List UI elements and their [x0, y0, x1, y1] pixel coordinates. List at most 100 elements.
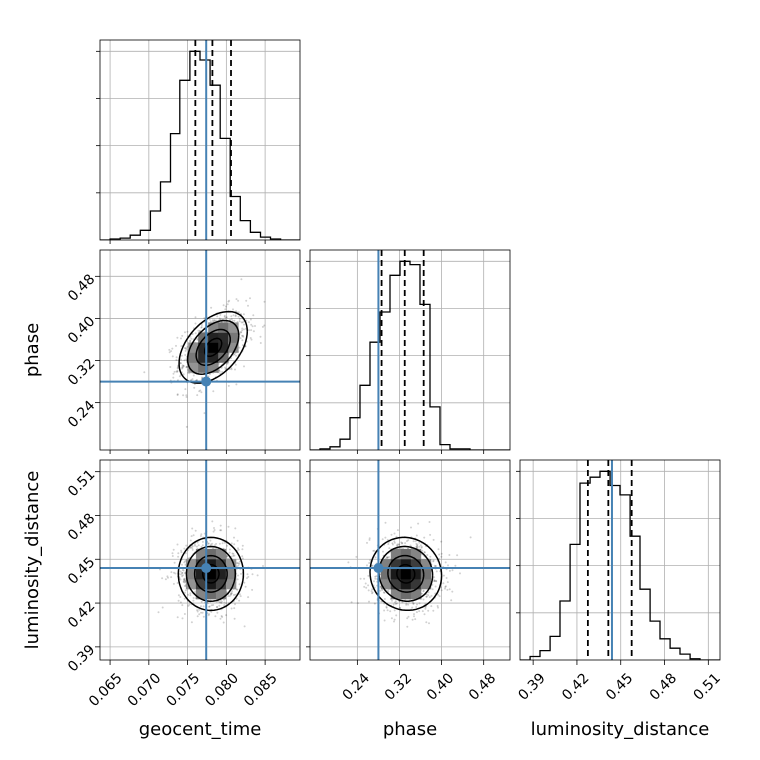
sample-point: [180, 345, 183, 348]
sample-point: [247, 329, 250, 332]
sample-point: [237, 311, 240, 314]
sample-point: [179, 578, 182, 581]
sample-point: [198, 329, 201, 332]
sample-point: [433, 580, 436, 582]
sample-point: [243, 625, 246, 628]
x-tick-label-phase: 0.32: [382, 670, 415, 703]
sample-point: [178, 573, 181, 576]
sample-point: [223, 314, 226, 317]
sample-point: [208, 605, 211, 608]
sample-point: [442, 582, 445, 585]
sample-point: [184, 354, 187, 356]
sample-point: [191, 378, 194, 381]
sample-point: [200, 600, 203, 603]
sample-point: [221, 371, 224, 373]
sample-point: [225, 602, 228, 605]
density-cell: [208, 352, 219, 363]
sample-point: [423, 551, 426, 554]
sample-point: [425, 621, 428, 624]
density-cell: [185, 568, 197, 580]
sample-point: [450, 599, 453, 602]
density-cell: [208, 322, 219, 333]
density-cell: [198, 342, 209, 353]
sample-point: [207, 614, 210, 617]
sample-point: [448, 569, 451, 572]
sample-point: [263, 300, 266, 303]
sample-point: [437, 548, 440, 551]
sample-point: [197, 544, 200, 547]
sample-point: [238, 320, 241, 323]
sample-point: [407, 539, 410, 542]
sample-point: [233, 617, 236, 620]
sample-point: [169, 366, 172, 368]
sample-point: [419, 544, 422, 547]
sample-point: [422, 598, 425, 601]
sample-point: [426, 554, 429, 556]
sample-point: [363, 577, 366, 580]
sample-point: [191, 548, 194, 551]
sample-point: [237, 299, 240, 302]
sample-point: [191, 333, 194, 335]
density-cell: [390, 548, 402, 560]
sample-point: [384, 536, 387, 539]
sample-point: [226, 362, 229, 365]
sample-point: [213, 319, 216, 322]
y-tick-label-luminosity_distance: 0.42: [65, 598, 98, 631]
sample-point: [243, 581, 246, 584]
sample-point: [374, 575, 377, 578]
density-cell: [208, 332, 219, 343]
sample-point: [228, 548, 231, 551]
density-cell: [195, 578, 207, 590]
sample-point: [235, 310, 238, 313]
sample-point: [184, 331, 186, 334]
sample-point: [180, 354, 183, 357]
sample-point: [436, 605, 439, 607]
sample-point: [433, 576, 436, 579]
sample-point: [215, 542, 218, 545]
sample-point: [218, 369, 221, 372]
density-cell: [195, 588, 207, 600]
sample-point: [380, 600, 383, 603]
sample-point: [232, 594, 235, 596]
sample-point: [181, 334, 184, 337]
sample-point: [194, 332, 197, 335]
sample-point: [242, 328, 245, 331]
sample-point: [218, 601, 221, 604]
sample-point: [416, 603, 418, 606]
sample-point: [203, 330, 206, 333]
sample-point: [183, 561, 186, 564]
sample-point: [413, 613, 415, 616]
sample-point: [172, 582, 175, 585]
sample-point: [226, 544, 229, 547]
sample-point: [233, 543, 236, 546]
sample-point: [252, 314, 255, 317]
sample-point: [192, 599, 195, 602]
sample-point: [184, 347, 187, 350]
density-cell: [420, 558, 432, 570]
density-cell: [205, 578, 217, 590]
sample-point: [252, 330, 255, 333]
sample-point: [183, 347, 186, 350]
sample-point: [393, 609, 396, 612]
sample-point: [367, 589, 370, 592]
sample-point: [241, 555, 244, 558]
sample-point: [244, 585, 247, 588]
sample-point: [183, 572, 186, 575]
sample-point: [241, 339, 244, 342]
x-axis-label-geocent-time: geocent_time: [139, 719, 262, 740]
sample-point: [183, 578, 186, 581]
sample-point: [239, 331, 242, 334]
sample-point: [190, 621, 193, 624]
sample-point: [416, 546, 419, 549]
sample-point: [183, 591, 186, 594]
density-cell: [195, 558, 207, 570]
sample-point: [432, 538, 435, 541]
sample-point: [437, 593, 440, 596]
contour-line: [195, 328, 231, 367]
sample-point: [238, 317, 241, 320]
sample-point: [232, 552, 235, 555]
sample-point: [218, 542, 221, 545]
sample-point: [366, 564, 368, 567]
sample-point: [454, 564, 457, 567]
